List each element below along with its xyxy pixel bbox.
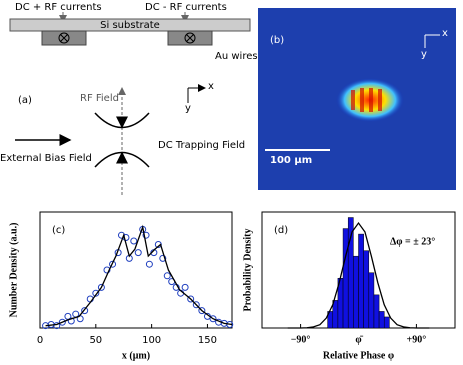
data-point — [81, 307, 89, 315]
histogram-bar — [373, 294, 380, 329]
scale-label: 100 μm — [270, 155, 312, 166]
trap-field — [94, 112, 150, 168]
x-tick-label: +90° — [407, 334, 427, 345]
diagram: DC + RF currents DC - RF currents Si sub… — [0, 2, 258, 195]
histogram-bar — [363, 250, 370, 329]
annotation: Δφ = ± 23° — [390, 236, 435, 247]
x-axis-label: x (μm) — [122, 350, 150, 361]
axis-label: x — [442, 28, 448, 39]
image: (b) 100 μm x y — [258, 8, 456, 190]
y-axis-label: Number Density (a.u.) — [8, 223, 19, 318]
data-point — [130, 237, 138, 245]
panel-label: (d) — [274, 225, 288, 236]
data-point — [53, 322, 61, 330]
axis-label: y — [185, 103, 191, 114]
panel-label: (a) — [18, 95, 32, 106]
data-point — [226, 321, 234, 329]
x-tick-label: 50 — [89, 335, 102, 346]
data-point — [181, 283, 189, 291]
histogram-bar — [353, 255, 359, 329]
data-point — [134, 249, 142, 257]
data-point — [163, 272, 171, 280]
data-point — [187, 295, 195, 303]
x-tick-label: φ̄ — [355, 334, 363, 345]
y-axis-label: Probability Density — [242, 229, 253, 312]
data-point — [109, 260, 117, 268]
gaussian-fit — [287, 221, 430, 329]
x-tick-label: 150 — [198, 335, 217, 346]
fringes — [351, 88, 382, 112]
label: RF Field — [80, 93, 119, 104]
label: External Bias Field — [0, 153, 92, 164]
data-point — [209, 315, 217, 323]
data-point — [198, 307, 206, 315]
data-point — [97, 283, 105, 291]
axis-label: y — [421, 49, 427, 60]
x-tick-label: −90° — [291, 334, 311, 345]
x-tick-label: 100 — [142, 335, 161, 346]
histogram-bar — [358, 233, 364, 329]
label: DC Trapping Field — [158, 140, 245, 151]
data-point — [145, 260, 153, 268]
substrate — [9, 18, 251, 32]
histogram-bar — [332, 300, 339, 329]
data-point — [92, 289, 100, 297]
data-point — [58, 318, 66, 326]
data-point — [103, 266, 111, 274]
x-axis-label: Relative Phase φ — [323, 350, 394, 361]
data-point — [154, 240, 162, 248]
histogram-bar — [347, 217, 354, 329]
label: DC + RF currents — [15, 2, 102, 13]
plot-area — [39, 211, 233, 329]
axis-label: x — [208, 81, 214, 92]
histogram-bar — [378, 311, 385, 329]
label: Si substrate — [100, 20, 160, 31]
histogram-bar — [342, 228, 349, 329]
fit-line — [45, 224, 233, 327]
current-symbol — [58, 32, 196, 44]
histogram-bar — [383, 316, 390, 329]
panel-label: (b) — [270, 35, 284, 46]
label: DC - RF currents — [145, 2, 227, 13]
data-point — [142, 231, 150, 239]
histogram-bar — [368, 272, 375, 329]
x-tick-label: 0 — [37, 335, 43, 346]
panel-label: (c) — [52, 225, 65, 236]
label: Au wires — [215, 51, 258, 62]
data-point — [159, 254, 167, 262]
data-point — [192, 301, 200, 309]
data-point — [67, 317, 75, 325]
